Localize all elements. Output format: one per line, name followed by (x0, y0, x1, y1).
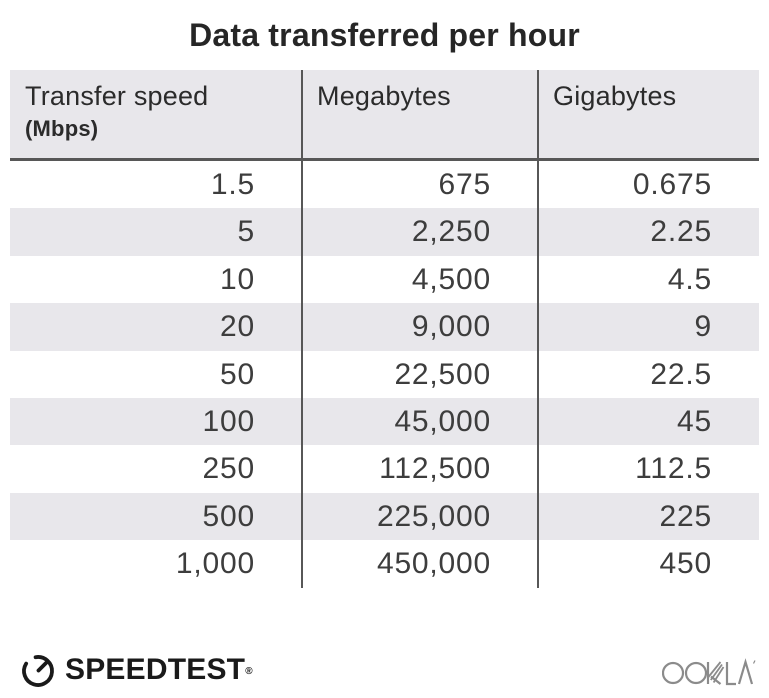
cell-megabytes: 225,000 (376, 499, 491, 533)
cell-megabytes: 45,000 (394, 404, 491, 438)
table-row: 10 4,500 4.5 (10, 256, 759, 303)
cell-transfer-speed: 1.5 (210, 168, 255, 201)
ookla-logo (661, 655, 756, 696)
table-header-row: Transfer speed (Mbps) Megabytes Gigabyte… (10, 70, 759, 161)
column-divider-1 (301, 70, 303, 588)
cell-transfer-speed: 250 (202, 452, 255, 486)
cell-megabytes: 450,000 (376, 547, 491, 581)
cell-transfer-speed: 50 (220, 357, 255, 391)
cell-gigabytes: 2.25 (650, 215, 712, 249)
cell-megabytes: 675 (438, 168, 491, 201)
table-row: 100 45,000 45 (10, 397, 759, 446)
column-header-transfer-speed-label: Transfer speed (25, 81, 209, 111)
column-header-megabytes: Megabytes (317, 81, 451, 111)
cell-gigabytes: 9 (694, 310, 712, 344)
table-row: 1.5 675 0.675 (10, 161, 759, 208)
cell-megabytes: 2,250 (411, 215, 491, 249)
cell-gigabytes: 22.5 (650, 357, 712, 391)
cell-megabytes: 4,500 (411, 262, 491, 296)
table-row: 500 225,000 225 (10, 492, 759, 541)
cell-transfer-speed: 20 (220, 310, 255, 344)
speedometer-icon (18, 650, 58, 690)
table-row: 250 112,500 112.5 (10, 445, 759, 492)
cell-megabytes: 112,500 (379, 452, 491, 486)
column-header-mbps-unit: (Mbps) (25, 116, 99, 141)
speedtest-logo: SPEEDTEST® (18, 650, 253, 690)
cell-transfer-speed: 500 (202, 499, 255, 533)
column-divider-2 (537, 70, 539, 588)
page-title: Data transferred per hour (189, 17, 580, 53)
cell-megabytes: 9,000 (411, 310, 491, 344)
cell-transfer-speed: 5 (237, 215, 255, 249)
table-row: 5 2,250 2.25 (10, 208, 759, 256)
cell-megabytes: 22,500 (394, 357, 491, 391)
table-row: 20 9,000 9 (10, 303, 759, 351)
table-row: 50 22,500 22.5 (10, 351, 759, 398)
data-table: Transfer speed (Mbps) Megabytes Gigabyte… (10, 70, 759, 588)
ookla-wordmark (661, 658, 756, 686)
cell-transfer-speed: 100 (202, 404, 255, 438)
cell-gigabytes: 4.5 (667, 262, 712, 296)
cell-transfer-speed: 10 (220, 262, 255, 296)
column-header-gigabytes: Gigabytes (553, 81, 677, 111)
cell-gigabytes: 112.5 (635, 452, 712, 486)
speedtest-wordmark: SPEEDTEST® (65, 653, 253, 686)
table-row: 1,000 450,000 450 (10, 540, 759, 587)
cell-gigabytes: 0.675 (632, 168, 712, 201)
speedtest-registered-mark: ® (245, 666, 253, 677)
cell-transfer-speed: 1,000 (175, 547, 255, 581)
table-body: 1.5 675 0.675 5 2,250 2.25 10 4,500 4.5 … (10, 161, 759, 588)
cell-gigabytes: 450 (659, 547, 712, 581)
cell-gigabytes: 45 (677, 404, 712, 438)
column-header-transfer-speed: Transfer speed (Mbps) (10, 70, 302, 158)
cell-gigabytes: 225 (659, 499, 712, 533)
